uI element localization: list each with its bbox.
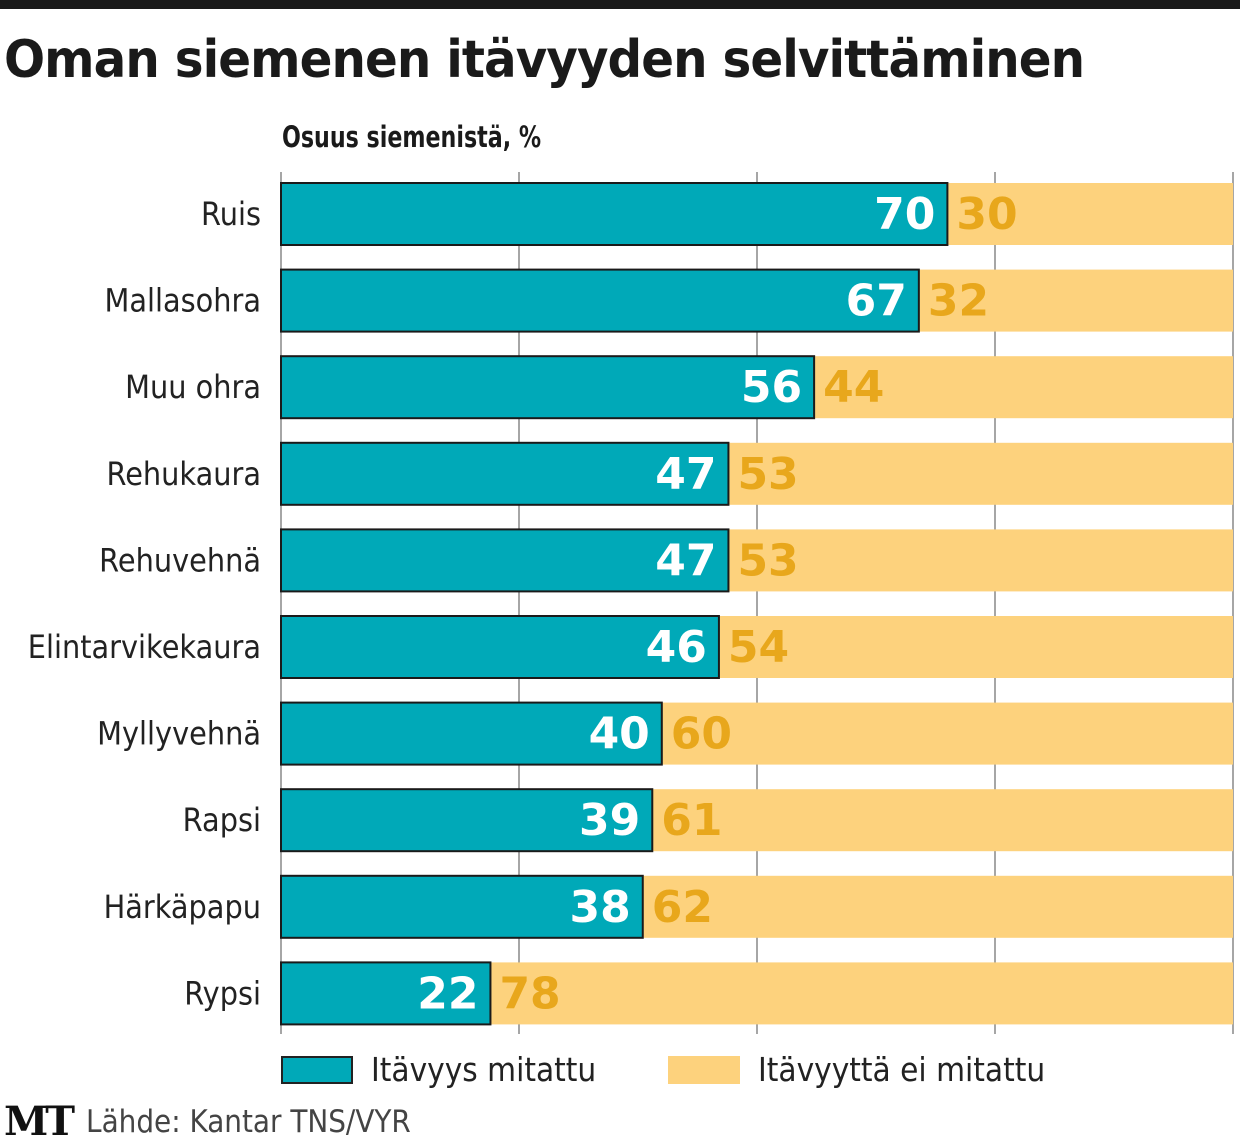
value-label-measured: 56 bbox=[741, 362, 802, 413]
bar-not-measured bbox=[490, 962, 1233, 1025]
bar-measured bbox=[280, 961, 492, 1026]
category-label: Rehuvehnä bbox=[99, 543, 261, 580]
value-label-not-measured: 62 bbox=[652, 882, 713, 933]
category-label: Myllyvehnä bbox=[97, 716, 261, 753]
chart-title: Oman siemenen itävyyden selvittäminen bbox=[4, 30, 1085, 90]
bar-not-measured bbox=[661, 702, 1233, 765]
category-label: Muu ohra bbox=[125, 370, 261, 407]
value-label-not-measured: 30 bbox=[956, 189, 1017, 240]
bar-measured bbox=[280, 528, 730, 593]
value-label-measured: 67 bbox=[846, 276, 907, 327]
legend-swatch bbox=[281, 1055, 353, 1084]
category-label: Rypsi bbox=[184, 976, 261, 1013]
value-label-measured: 39 bbox=[579, 795, 640, 846]
footer: MT Lähde: Kantar TNS/VYR bbox=[4, 1098, 411, 1145]
bar-not-measured bbox=[718, 616, 1233, 678]
legend-label: Itävyyttä ei mitattu bbox=[758, 1050, 1046, 1089]
top-rule bbox=[0, 0, 1240, 9]
category-label: Mallasohra bbox=[105, 283, 261, 320]
source-note: Lähde: Kantar TNS/VYR bbox=[86, 1103, 411, 1140]
value-label-measured: 46 bbox=[646, 622, 707, 673]
bar-measured bbox=[280, 355, 816, 420]
bar-measured bbox=[280, 182, 949, 246]
value-label-not-measured: 54 bbox=[728, 622, 789, 673]
chart-subtitle: Osuus siemenistä, % bbox=[282, 120, 542, 154]
value-label-measured: 38 bbox=[570, 882, 631, 933]
value-label-measured: 40 bbox=[589, 709, 650, 760]
bar-not-measured bbox=[947, 183, 1233, 245]
value-label-measured: 22 bbox=[417, 968, 478, 1019]
category-label: Elintarvikekaura bbox=[28, 630, 261, 667]
bar-not-measured bbox=[918, 269, 1233, 332]
bar-measured bbox=[280, 441, 730, 506]
mt-logo: MT bbox=[4, 1098, 75, 1145]
bar-measured bbox=[280, 701, 663, 766]
bar-measured bbox=[280, 268, 920, 333]
bar-not-measured bbox=[728, 442, 1233, 505]
value-label-measured: 70 bbox=[874, 189, 935, 240]
value-label-not-measured: 32 bbox=[928, 276, 989, 327]
category-label: Härkäpapu bbox=[104, 889, 261, 926]
category-label: Ruis bbox=[201, 197, 261, 234]
bar-measured bbox=[280, 615, 720, 679]
value-label-not-measured: 53 bbox=[737, 449, 798, 500]
bar-measured bbox=[280, 874, 644, 939]
category-label: Rapsi bbox=[183, 803, 261, 840]
bar-not-measured bbox=[642, 875, 1233, 938]
value-label-not-measured: 44 bbox=[823, 362, 884, 413]
legend-item-not-measured: Itävyyttä ei mitattu bbox=[668, 1050, 1045, 1089]
value-label-not-measured: 78 bbox=[499, 968, 560, 1019]
value-label-measured: 47 bbox=[655, 449, 716, 500]
legend-item-measured: Itävyys mitattu bbox=[281, 1050, 596, 1089]
value-label-not-measured: 61 bbox=[661, 795, 722, 846]
value-label-not-measured: 60 bbox=[671, 709, 732, 760]
category-label: Rehukaura bbox=[107, 456, 261, 493]
bar-not-measured bbox=[728, 529, 1233, 592]
bar-chart: Ruis 70 30 Mallasohra 67 32 Muu ohra 56 44 Rehuka… bbox=[28, 172, 1234, 1034]
value-label-not-measured: 53 bbox=[737, 535, 798, 586]
bar-not-measured bbox=[652, 789, 1233, 852]
legend-label: Itävyys mitattu bbox=[371, 1050, 597, 1089]
bar-not-measured bbox=[814, 356, 1233, 419]
bar-measured bbox=[280, 788, 654, 853]
value-label-measured: 47 bbox=[655, 535, 716, 586]
legend-swatch bbox=[668, 1055, 740, 1084]
